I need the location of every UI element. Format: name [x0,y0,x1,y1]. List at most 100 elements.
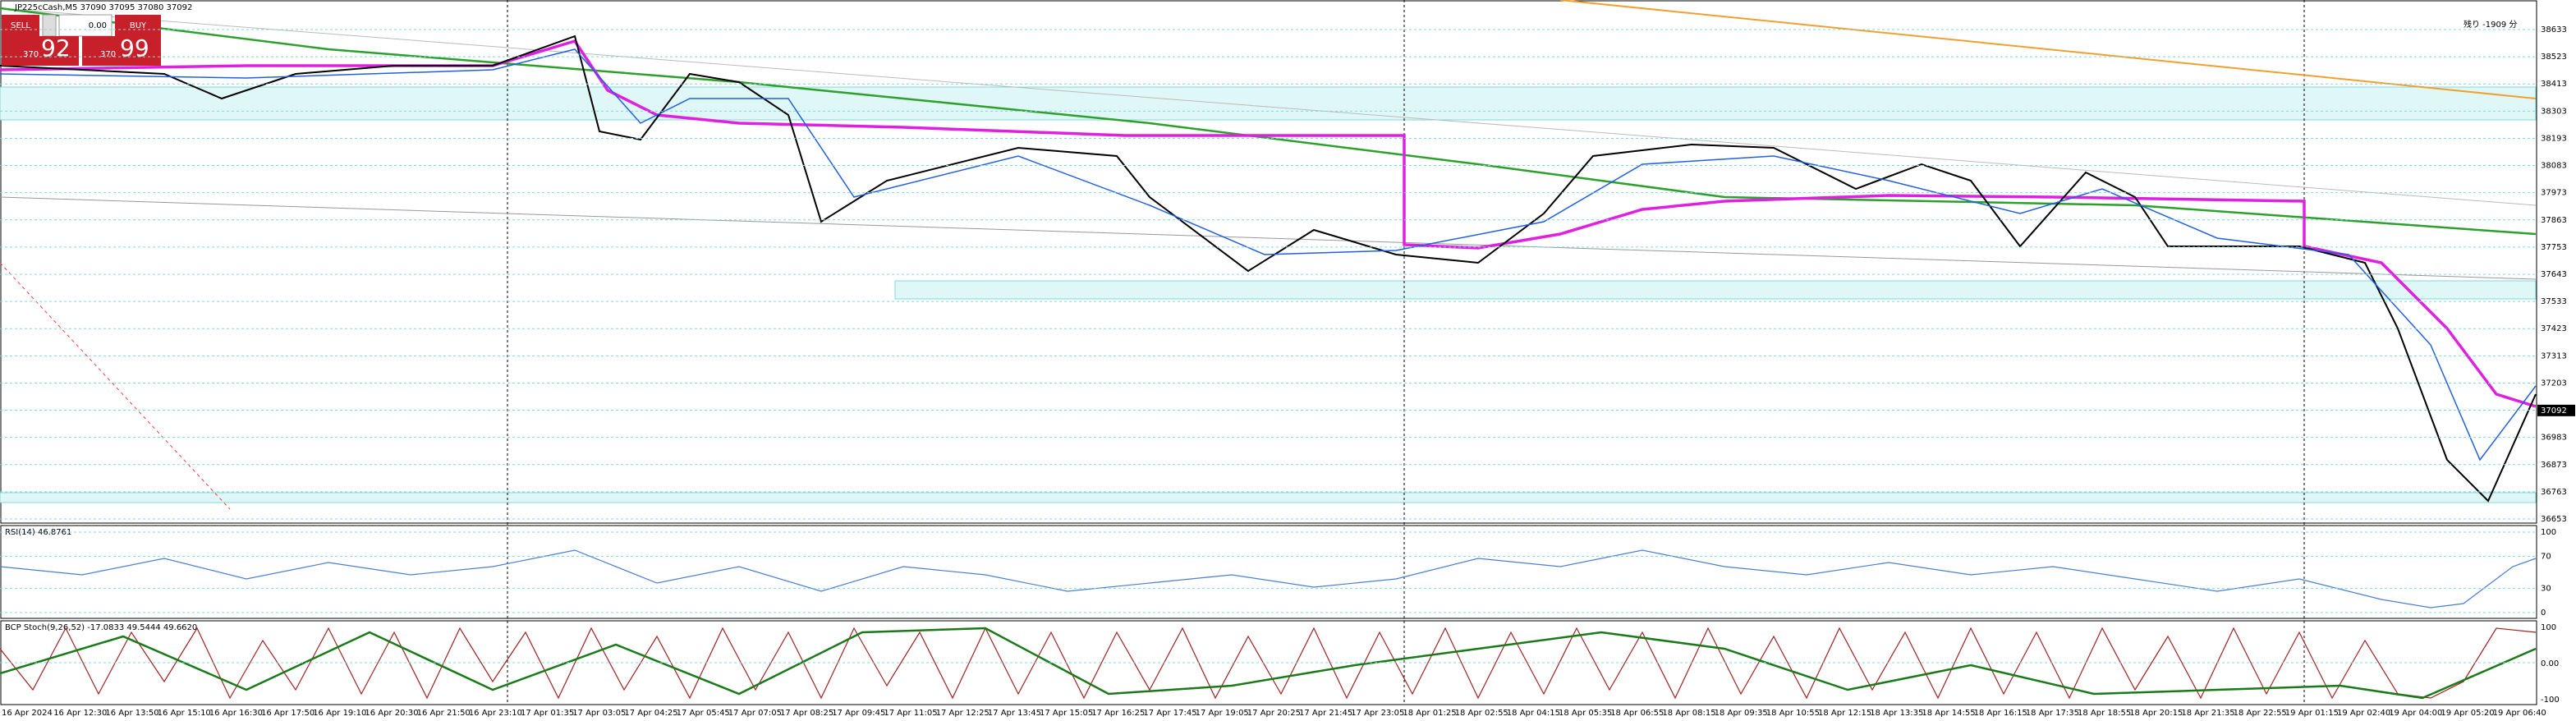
rsi-line [0,549,2537,608]
price-label: 36763 [2541,488,2567,497]
time-label: 17 Apr 21:45 [1299,709,1352,718]
time-label: 17 Apr 19:05 [1196,709,1249,718]
time-label: 18 Apr 04:15 [1507,709,1560,718]
rsi-level-label: 100 [2541,528,2556,537]
price-label: 38413 [2541,80,2567,89]
volume-input[interactable] [58,14,112,37]
time-label: 18 Apr 22:55 [2234,709,2287,718]
time-label: 18 Apr 13:35 [1870,709,1923,718]
time-label: 16 Apr 17:50 [261,709,315,718]
time-label: 17 Apr 07:05 [728,709,782,718]
price-label: 36653 [2541,515,2567,524]
time-label: 17 Apr 05:45 [677,709,730,718]
price-label: 36983 [2541,434,2567,443]
stoch-level-label: 0.00 [2541,659,2559,668]
zone [0,492,2537,503]
time-label: 16 Apr 15:10 [158,709,211,718]
signal-line [0,48,2537,462]
zone [0,86,2537,121]
stoch-label: BCP Stoch(9,26,52) -17.0833 49.5444 49.6… [5,623,197,632]
time-label: 17 Apr 17:45 [1143,709,1196,718]
rsi-level-label: 0 [2541,608,2546,618]
stoch-level-label: 100 [2541,623,2556,632]
current-price-box [2537,404,2575,416]
time-label: 17 Apr 12:25 [936,709,990,718]
price-label: 37203 [2541,379,2567,388]
time-label: 17 Apr 15:05 [1040,709,1093,718]
bid-digits: 92 [41,34,71,62]
price-label: 37863 [2541,216,2567,225]
sell-button[interactable] [2,15,39,36]
zone [894,280,2537,300]
time-label: 18 Apr 21:35 [2181,709,2234,718]
ask-box[interactable] [82,36,161,66]
zones [0,86,2537,503]
stoch-main [0,627,2537,700]
time-label: 18 Apr 09:35 [1715,709,1768,718]
price-label: 37423 [2541,324,2567,333]
time-label: 17 Apr 04:25 [624,709,677,718]
price [0,34,2537,503]
rsi-level-label: 70 [2541,552,2551,561]
price-label: 38083 [2541,162,2567,171]
time-label: 18 Apr 05:35 [1559,709,1612,718]
bid-box[interactable] [2,36,79,66]
time-label: 18 Apr 14:55 [1922,709,1975,718]
time-label: 18 Apr 10:55 [1766,709,1820,718]
volume-dropdown[interactable] [42,14,57,37]
time-label: 19 Apr 05:20 [2441,709,2494,718]
price-label: 38523 [2541,53,2567,62]
main-panel [0,0,2537,524]
price-label: 37313 [2541,351,2567,360]
time-label: 17 Apr 20:25 [1247,709,1301,718]
time-label: 17 Apr 16:25 [1091,709,1145,718]
symbol-info: JP225cCash,M5 37090 37095 37080 37092 [14,3,192,12]
ma-long [0,7,2537,236]
time-label: 16 Apr 2024 [2,709,53,718]
time-label: 17 Apr 01:35 [521,709,574,718]
time-label: 18 Apr 17:35 [2026,709,2079,718]
price-label: 37643 [2541,270,2567,279]
time-label: 16 Apr 20:30 [365,709,418,718]
time-label: 18 Apr 01:25 [1403,709,1456,718]
trend-line [1559,0,2537,99]
time-label: 19 Apr 06:40 [2493,709,2546,718]
countdown: 残り -1909 分 [2464,19,2517,30]
price-label: 38193 [2541,134,2567,143]
time-label: 16 Apr 21:50 [417,709,471,718]
trend-line [0,7,2537,206]
price-label: 37753 [2541,243,2567,252]
time-label: 17 Apr 03:05 [572,709,626,718]
time-label: 18 Apr 08:15 [1662,709,1715,718]
trend-line [0,196,2537,280]
price-label: 37973 [2541,189,2567,198]
time-label: 19 Apr 04:00 [2389,709,2442,718]
rsi-label: RSI(14) 46.8761 [5,528,71,537]
time-label: 16 Apr 23:10 [469,709,522,718]
sell-label: SELL [11,21,30,30]
time-label: 16 Apr 13:50 [105,709,158,718]
volume-value: 0.00 [89,21,107,30]
time-label: 17 Apr 23:05 [1351,709,1404,718]
stoch-level-label: -100 [2541,696,2560,705]
time-label: 18 Apr 20:15 [2129,709,2183,718]
time-label: 17 Apr 09:45 [832,709,885,718]
time-label: 18 Apr 06:55 [1610,709,1664,718]
current-price: 37092 [2541,406,2567,416]
time-label: 16 Apr 16:30 [209,709,263,718]
ask-prefix: 370 [100,50,116,59]
time-label: 17 Apr 13:45 [988,709,1041,718]
time-label: 18 Apr 02:55 [1455,709,1508,718]
time-label: 19 Apr 01:15 [2285,709,2339,718]
bid-prefix: 370 [23,50,39,59]
time-label: 16 Apr 12:30 [53,709,107,718]
ask-digits: 99 [120,34,149,62]
separators [507,0,2305,705]
time-label: 17 Apr 08:25 [780,709,833,718]
price-label: 38633 [2541,25,2567,34]
buy-label: BUY [130,21,147,30]
buy-button[interactable] [115,15,161,36]
price-label: 38303 [2541,107,2567,116]
price-label: 36873 [2541,461,2567,470]
